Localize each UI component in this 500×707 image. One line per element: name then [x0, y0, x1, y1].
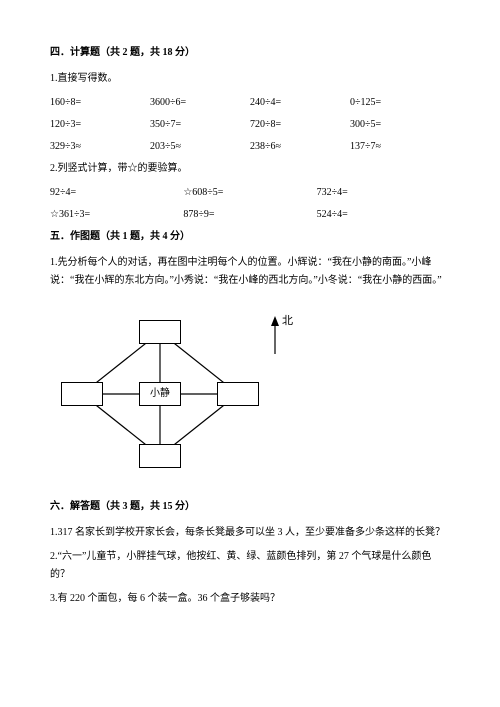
section-4-title: 四．计算题（共 2 题，共 18 分）	[50, 44, 450, 62]
calc-cell: 350÷7=	[150, 116, 250, 134]
box-right	[217, 382, 259, 406]
calc-cell: 240÷4=	[250, 94, 350, 112]
calc-row: 329÷3≈ 203÷5≈ 238÷6≈ 137÷7≈	[50, 138, 450, 156]
section-5-title: 五．作图题（共 1 题，共 4 分）	[50, 228, 450, 246]
calc-cell: 0÷125=	[350, 94, 450, 112]
calc-row: 92÷4= ☆608÷5= 732÷4=	[50, 184, 450, 202]
calc-row: 160÷8= 3600÷6= 240÷4= 0÷125=	[50, 94, 450, 112]
position-diagram: 小静 北	[60, 304, 320, 484]
calc-cell: 300÷5=	[350, 116, 450, 134]
section-6-title: 六．解答题（共 3 题，共 15 分）	[50, 498, 450, 516]
box-left	[61, 382, 103, 406]
calc-cell: ☆608÷5=	[183, 184, 316, 202]
calc-cell: 203÷5≈	[150, 138, 250, 156]
box-bottom	[139, 444, 181, 468]
calc-cell: 878÷9=	[183, 206, 316, 224]
calc-cell: 92÷4=	[50, 184, 183, 202]
s6-q1: 1.317 名家长到学校开家长会，每条长凳最多可以坐 3 人，至少要准备多少条这…	[50, 524, 450, 542]
calc-cell: 120÷3=	[50, 116, 150, 134]
s4-q2-text: 2.列竖式计算，带☆的要验算。	[50, 160, 450, 178]
calc-cell: 524÷4=	[317, 206, 450, 224]
calc-cell: 137÷7≈	[350, 138, 450, 156]
box-top	[139, 320, 181, 344]
calc-cell: ☆361÷3=	[50, 206, 183, 224]
calc-cell: 720÷8=	[250, 116, 350, 134]
calc-row: 120÷3= 350÷7= 720÷8= 300÷5=	[50, 116, 450, 134]
box-center: 小静	[139, 382, 181, 406]
calc-cell: 238÷6≈	[250, 138, 350, 156]
calc-cell: 3600÷6=	[150, 94, 250, 112]
s6-q3: 3.有 220 个面包，每 6 个装一盒。36 个盒子够装吗？	[50, 590, 450, 608]
calc-cell: 160÷8=	[50, 94, 150, 112]
s6-q2: 2.“六一”儿童节，小胖挂气球，他按红、黄、绿、蓝颜色排列，第 27 个气球是什…	[50, 548, 450, 584]
s4-q1-text: 1.直接写得数。	[50, 70, 450, 88]
calc-cell: 329÷3≈	[50, 138, 150, 156]
calc-row: ☆361÷3= 878÷9= 524÷4=	[50, 206, 450, 224]
calc-cell: 732÷4=	[317, 184, 450, 202]
s5-q1-text: 1.先分析每个人的对话，再在图中注明每个人的位置。小辉说：“我在小静的南面。”小…	[50, 254, 450, 290]
north-label: 北	[282, 312, 293, 332]
